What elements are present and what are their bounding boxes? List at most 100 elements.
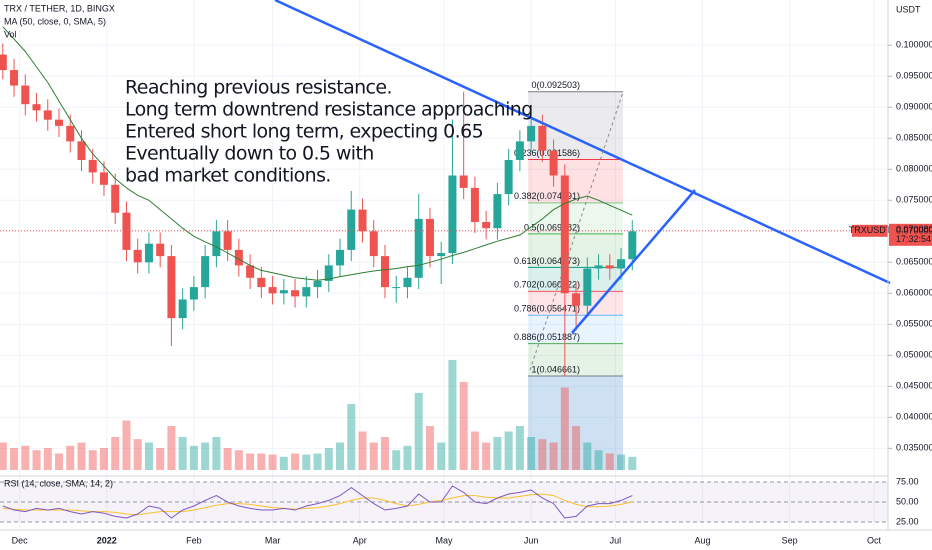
symbol-tag-text: TRXUSDT [849, 225, 892, 235]
candle-body [482, 221, 491, 229]
volume-bar [302, 454, 311, 470]
volume-bar [403, 445, 412, 470]
fib-label: 0.702(0.060322) [514, 280, 580, 290]
x-tick-label: Jul [610, 535, 622, 545]
candles [0, 43, 637, 377]
volume-bar [189, 445, 198, 470]
volume-bar [43, 448, 52, 470]
annotation-line: Long term downtrend resistance approachi… [125, 99, 533, 121]
candle-body [425, 218, 434, 257]
fib-band [528, 376, 623, 470]
annotation-line: bad market conditions. [125, 165, 331, 187]
volume-bar [493, 437, 502, 470]
volume-bar [459, 382, 468, 470]
candle-body [77, 141, 86, 160]
volume-bar [21, 445, 30, 470]
volume-bar [425, 426, 434, 470]
candle-body [234, 249, 243, 266]
candle-body [0, 54, 7, 71]
candle-body [448, 175, 457, 254]
rsi-ma-line [2, 493, 633, 516]
x-tick-label: May [435, 535, 453, 545]
candle-body [268, 287, 277, 294]
annotation-line: Eventually down to 0.5 with [125, 143, 374, 165]
y-tick-label: 0.095000 [896, 71, 932, 81]
price-tag [889, 223, 932, 246]
candle-body [66, 125, 75, 142]
fib-label: 0(0.092503) [531, 80, 580, 90]
volume-bar [437, 442, 446, 470]
candle-body [504, 159, 513, 195]
fib-label: 0.5(0.069582) [524, 222, 580, 232]
volume-bar [66, 445, 75, 470]
volume [0, 360, 637, 470]
fib-band [528, 267, 623, 292]
fib-label: 0.886(0.051887) [514, 332, 580, 342]
y-tick-label: 0.090000 [896, 102, 932, 112]
candle-body [369, 231, 378, 257]
y-tick-label: 0.080000 [896, 164, 932, 174]
x-tick-label: Dec [12, 535, 29, 545]
candle-body [347, 209, 356, 250]
volume-bar [291, 453, 300, 470]
moving-average [2, 26, 633, 281]
y-tick-label: 0.035000 [896, 443, 932, 453]
price-tag-text: 0.070080 [896, 224, 932, 234]
volume-bar [201, 442, 210, 470]
x-tick-label: Oct [867, 535, 882, 545]
y-tick-label: 0.045000 [896, 381, 932, 391]
candle-body [55, 119, 64, 126]
candle-body [178, 299, 187, 319]
rsi-line [2, 485, 633, 519]
y-tick-label: 0.100000 [896, 40, 932, 50]
y-tick-label: 0.060000 [896, 288, 932, 298]
volume-bar [448, 360, 457, 470]
candle-body [628, 231, 637, 260]
candle-body [167, 256, 176, 319]
candle-body [583, 268, 592, 306]
candle-body [43, 110, 52, 120]
candle-body [380, 256, 389, 288]
candle-body [156, 243, 165, 257]
candle-body [313, 280, 322, 288]
candle-body [324, 265, 333, 281]
volume-bar [234, 450, 243, 470]
symbol-title: TRX / TETHER, 1D, BINGX [4, 3, 115, 13]
candle-body [403, 277, 412, 288]
volume-bar [88, 450, 97, 470]
volume-bar [504, 431, 513, 470]
candle-body [291, 290, 300, 297]
volume-bar [380, 437, 389, 470]
volume-bar [538, 439, 547, 470]
volume-bar [0, 442, 7, 470]
volume-bar [369, 442, 378, 470]
candle-body [212, 231, 221, 257]
x-tick-label: Aug [695, 535, 711, 545]
candle-body [617, 259, 626, 269]
volume-bar [336, 442, 345, 470]
volume-bar [122, 420, 131, 470]
volume-bar [144, 442, 153, 470]
candle-body [572, 293, 581, 306]
volume-bar [515, 426, 524, 470]
volume-bar [99, 448, 108, 470]
rsi-tick-label: 75.00 [896, 476, 919, 486]
candle-body [358, 209, 367, 232]
candle-body [605, 265, 614, 269]
candle-body [32, 104, 41, 111]
volume-bar [212, 437, 221, 470]
volume-bar [268, 454, 277, 470]
candle-body [392, 287, 401, 289]
y-tick-label: 0.070000 [896, 226, 932, 236]
volume-bar [594, 450, 603, 470]
volume-bar [324, 448, 333, 470]
rsi-label: RSI (14, close, SMA, 14, 2) [4, 478, 113, 488]
downtrend-line [274, 0, 891, 285]
volume-bar [156, 448, 165, 470]
y-tick-label: 0.065000 [896, 257, 932, 267]
x-tick-label: Sep [782, 535, 798, 545]
candle-body [21, 85, 30, 105]
candle-body [246, 265, 255, 278]
